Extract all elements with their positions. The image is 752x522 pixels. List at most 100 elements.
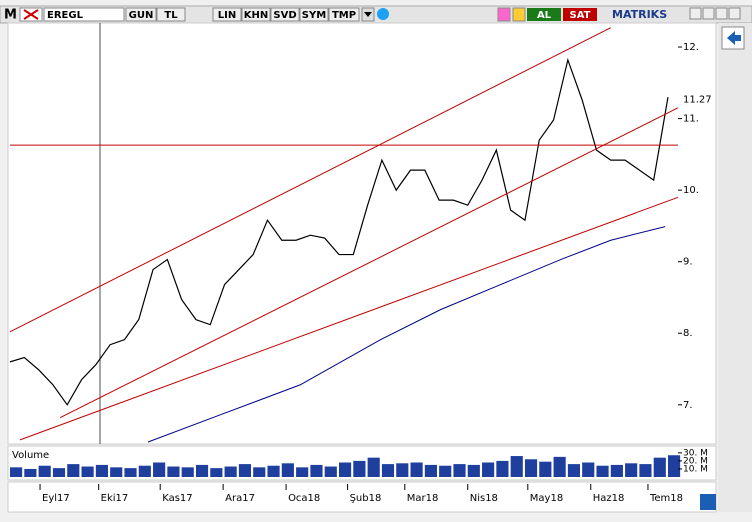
y-tick-label: 10. [683,185,699,196]
edit-icon[interactable] [497,7,511,22]
toolbar-button-label: TMP [332,10,356,21]
volume-bar [181,467,194,477]
volume-bar [167,466,180,477]
volume-bar [310,464,323,477]
toolbar-button[interactable] [241,7,271,22]
help-button[interactable] [689,7,702,20]
sell-button[interactable] [563,8,597,21]
close-button[interactable] [728,7,741,20]
x-tick-label: Oca18 [288,493,320,504]
volume-bar [353,460,366,477]
x-tick-label: May18 [530,493,563,504]
volume-bar [195,464,209,477]
volume-bar [396,463,409,477]
icon-cross [23,9,39,20]
refresh-button[interactable] [700,494,716,510]
maximize-button[interactable] [715,7,728,20]
volume-bar [253,467,266,477]
volume-bar [81,466,94,477]
x-tick-label: Haz18 [593,493,625,504]
volume-bar [224,466,237,477]
volume-bar [10,467,23,477]
trend-line [59,107,679,419]
price-line [9,57,669,406]
logo: M [4,8,17,23]
volume-bar [625,463,638,477]
x-tick-label: Nis18 [470,493,498,504]
volume-bar [482,462,495,477]
buy-label: AL [537,10,552,21]
volume-bar [667,455,681,477]
volume-bar [52,468,66,477]
moving-average [147,226,666,443]
volume-bar [639,464,652,477]
volume-title: Volume [12,450,49,461]
volume-bar [281,463,294,477]
volume-bar [296,467,309,477]
y-tick-label: 7. [683,400,693,411]
toolbar-button-label: SYM [302,10,326,21]
x-tick-label: Şub18 [350,493,382,504]
volume-bar [439,465,452,477]
volume-bar [596,465,609,477]
toolbar-button[interactable] [125,7,157,22]
y-tick-label: 9. [683,257,693,268]
x-tick-label: Tem18 [649,493,683,504]
share-icon[interactable] [377,8,389,20]
back-arrow [727,31,741,45]
volume-bar [539,461,552,477]
volume-bar [38,465,51,477]
x-tick-label: Eki17 [101,493,129,504]
y-tick-label: 20. M [683,456,708,466]
volume-bar [424,464,437,477]
x-tick-label: Mar18 [407,493,439,504]
bolt-icon[interactable] [512,7,526,22]
toolbar-button[interactable] [270,7,300,22]
toolbar-button[interactable] [156,7,186,22]
y-tick-label: 8. [683,328,693,339]
minimize-button[interactable] [702,7,715,20]
volume-bar [324,466,337,477]
brand: MATRIKS [612,8,667,21]
volume-bar [410,462,423,477]
toolbar-button[interactable] [328,7,360,22]
volume-bar [381,464,395,477]
last-price-label: 11.27 [683,94,712,105]
symbol-box[interactable] [43,7,125,22]
volume-bar [267,465,280,477]
side-panel [718,23,752,512]
volume-bar [496,460,509,477]
volume-bar [338,462,352,477]
toolbar-button-label: SVD [273,10,296,21]
volume-bar [24,468,37,477]
symbol: EREGL [47,10,84,21]
trend-line [9,27,611,333]
trend-line [19,196,679,441]
volume-bar [653,457,666,477]
toolbar-button-label: KHN [244,10,269,21]
toolbar: M EREGL GUN TL LIN KHN SVD SYM TMP AL SAT MATR… [0,5,752,24]
price-panel [7,22,717,445]
volume-bar [610,464,623,477]
y-tick-label: 11. [683,114,699,125]
y-tick-label: 10. M [683,464,708,474]
volume-bar [582,462,595,477]
buy-button[interactable] [527,8,561,21]
volume-bar [524,459,538,477]
toolbar-button[interactable] [299,7,329,22]
volume-bar [210,468,223,477]
volume-bar [467,464,480,477]
volume-bar [367,457,380,477]
volume-bar [553,456,566,477]
volume-bar [110,467,123,477]
y-tick-label: 30. M [683,448,708,458]
volume-bar [95,464,108,477]
volume-bar [138,465,151,477]
volume-bar [238,464,252,477]
x-tick-label: Kas17 [162,493,192,504]
volume-bar [567,464,581,477]
sell-label: SAT [570,10,591,21]
x-tick-label: Eyl17 [42,493,70,504]
toolbar-button[interactable] [212,7,242,22]
